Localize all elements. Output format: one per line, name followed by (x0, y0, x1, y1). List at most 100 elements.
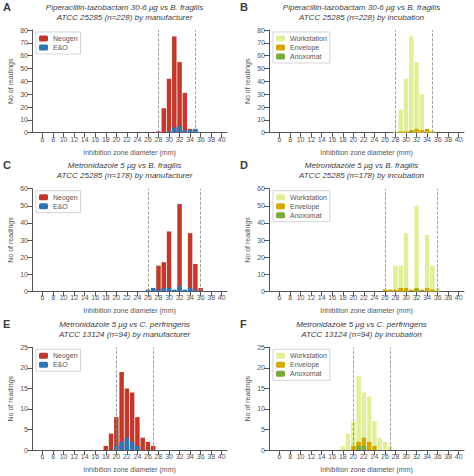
svg-text:10: 10 (257, 271, 265, 278)
svg-text:20: 20 (20, 254, 28, 261)
svg-text:28: 28 (155, 136, 163, 143)
svg-text:32: 32 (413, 294, 421, 301)
svg-text:22: 22 (360, 453, 368, 460)
svg-text:25: 25 (257, 344, 265, 351)
svg-text:32: 32 (176, 453, 184, 460)
svg-text:60: 60 (257, 185, 265, 192)
svg-text:Envelope: Envelope (290, 44, 319, 52)
svg-text:22: 22 (360, 294, 368, 301)
svg-text:Piperacillin-tazobactam 30-6 μ: Piperacillin-tazobactam 30-6 μg vs B. fr… (46, 3, 203, 12)
svg-text:6: 6 (278, 136, 282, 143)
svg-text:8: 8 (51, 294, 55, 301)
svg-text:ATCC 25285 (n=178) by manufact: ATCC 25285 (n=178) by manufacturer (56, 171, 193, 180)
svg-text:10: 10 (20, 271, 28, 278)
svg-text:25: 25 (20, 344, 28, 351)
svg-text:30: 30 (257, 91, 265, 98)
svg-text:16: 16 (328, 136, 336, 143)
svg-text:40: 40 (20, 78, 28, 85)
svg-text:No of readings: No of readings (244, 217, 252, 263)
svg-text:18: 18 (339, 453, 347, 460)
svg-text:24: 24 (134, 294, 142, 301)
svg-text:26: 26 (144, 136, 152, 143)
svg-text:16: 16 (91, 136, 99, 143)
svg-text:8: 8 (51, 136, 55, 143)
svg-text:Workstation: Workstation (290, 35, 327, 42)
svg-text:10: 10 (257, 405, 265, 412)
svg-text:26: 26 (381, 294, 389, 301)
svg-text:Inhibition zone diameter (mm): Inhibition zone diameter (mm) (320, 466, 413, 474)
svg-text:24: 24 (371, 136, 379, 143)
svg-text:14: 14 (318, 294, 326, 301)
svg-text:60: 60 (20, 185, 28, 192)
svg-text:28: 28 (155, 453, 163, 460)
svg-text:22: 22 (123, 453, 131, 460)
svg-text:36: 36 (434, 294, 442, 301)
svg-text:16: 16 (328, 453, 336, 460)
svg-text:14: 14 (81, 294, 89, 301)
svg-text:10: 10 (60, 294, 68, 301)
svg-text:0: 0 (24, 129, 28, 136)
svg-text:Inhibition zone diameter (mm): Inhibition zone diameter (mm) (83, 307, 176, 315)
svg-text:30: 30 (402, 294, 410, 301)
svg-text:12: 12 (70, 136, 78, 143)
svg-text:50: 50 (257, 65, 265, 72)
svg-text:14: 14 (81, 136, 89, 143)
svg-text:6: 6 (41, 136, 45, 143)
svg-text:34: 34 (423, 136, 431, 143)
svg-text:No of readings: No of readings (7, 375, 15, 421)
svg-text:50: 50 (20, 65, 28, 72)
svg-text:36: 36 (434, 453, 442, 460)
svg-text:30: 30 (165, 453, 173, 460)
svg-text:40: 40 (218, 136, 226, 143)
svg-text:16: 16 (91, 453, 99, 460)
svg-text:28: 28 (155, 294, 163, 301)
svg-text:24: 24 (371, 294, 379, 301)
svg-text:20: 20 (112, 294, 120, 301)
svg-text:Piperacillin-tazobactam 30-6 μ: Piperacillin-tazobactam 30-6 μg vs B. fr… (283, 3, 440, 12)
svg-text:40: 40 (455, 136, 463, 143)
svg-text:Metronidazole 5 μg vs C. perfr: Metronidazole 5 μg vs C. perfringens (296, 320, 427, 329)
svg-text:20: 20 (349, 294, 357, 301)
svg-text:12: 12 (307, 294, 315, 301)
svg-text:20: 20 (349, 136, 357, 143)
svg-text:24: 24 (371, 453, 379, 460)
svg-text:Anoxomat: Anoxomat (290, 53, 322, 60)
svg-text:30: 30 (165, 136, 173, 143)
svg-text:38: 38 (444, 136, 452, 143)
svg-text:30: 30 (20, 91, 28, 98)
svg-text:Neogen: Neogen (53, 352, 78, 360)
svg-text:40: 40 (257, 219, 265, 226)
svg-text:Neogen: Neogen (53, 35, 78, 43)
svg-text:26: 26 (381, 453, 389, 460)
svg-text:38: 38 (207, 136, 215, 143)
svg-text:Anoxomat: Anoxomat (290, 212, 322, 219)
svg-text:Workstation: Workstation (290, 194, 327, 201)
svg-text:24: 24 (134, 136, 142, 143)
svg-text:80: 80 (257, 27, 265, 34)
svg-text:Metronidazole 5 μg vs C. perfr: Metronidazole 5 μg vs C. perfringens (59, 320, 190, 329)
svg-text:ATCC 13124 (n=94) by incubatio: ATCC 13124 (n=94) by incubation (300, 330, 422, 339)
svg-text:D: D (240, 159, 248, 171)
svg-text:34: 34 (423, 294, 431, 301)
svg-text:12: 12 (70, 453, 78, 460)
svg-text:50: 50 (20, 202, 28, 209)
svg-text:ATCC 25285 (n=178) by incubati: ATCC 25285 (n=178) by incubation (298, 171, 425, 180)
svg-text:A: A (3, 1, 11, 13)
svg-text:22: 22 (123, 294, 131, 301)
svg-text:6: 6 (278, 294, 282, 301)
svg-text:50: 50 (257, 202, 265, 209)
svg-text:6: 6 (41, 294, 45, 301)
svg-text:10: 10 (60, 136, 68, 143)
svg-text:36: 36 (197, 136, 205, 143)
svg-text:E: E (3, 318, 10, 330)
svg-text:No of readings: No of readings (244, 375, 252, 421)
svg-text:0: 0 (261, 447, 265, 454)
svg-text:34: 34 (186, 136, 194, 143)
svg-text:Inhibition zone diameter (mm): Inhibition zone diameter (mm) (83, 149, 176, 157)
svg-text:36: 36 (197, 453, 205, 460)
svg-text:ATCC 25285 (n=228) by incubati: ATCC 25285 (n=228) by incubation (298, 13, 425, 22)
svg-text:30: 30 (165, 294, 173, 301)
svg-text:40: 40 (20, 219, 28, 226)
svg-text:22: 22 (360, 136, 368, 143)
svg-text:12: 12 (307, 453, 315, 460)
